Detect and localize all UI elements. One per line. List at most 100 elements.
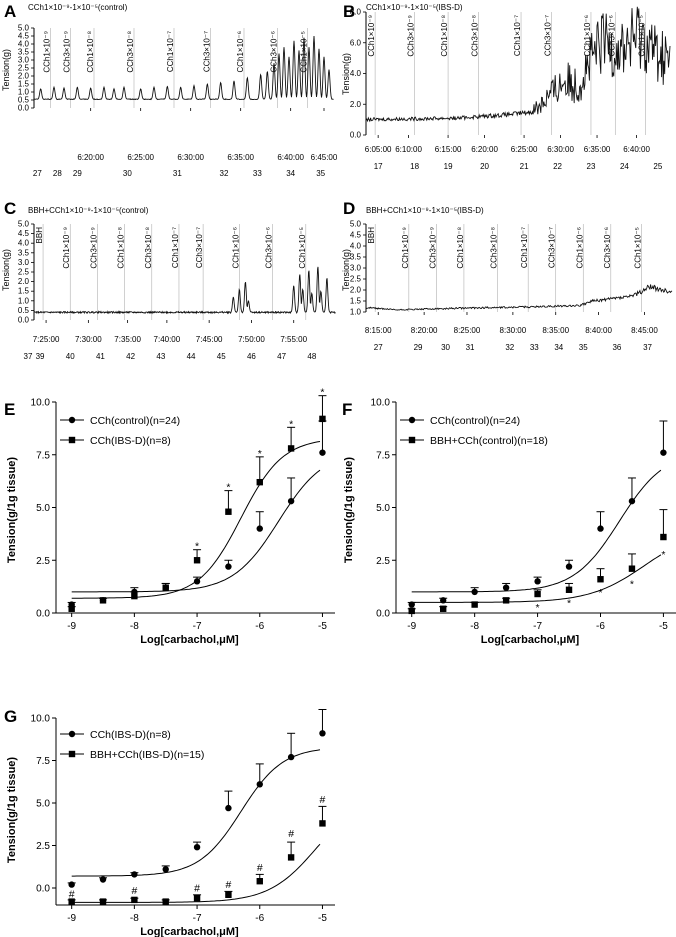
drug-label: CCh3×10⁻⁷ <box>548 227 557 268</box>
drug-label: CCh3×10⁻⁸ <box>470 15 479 57</box>
y-tick-label: 5.0 <box>18 220 30 229</box>
drug-label: CCh1×10⁻⁷ <box>513 15 522 56</box>
y-tick-label: 1.0 <box>350 308 362 317</box>
sample-count: 34 <box>554 343 563 352</box>
y-tick-label: 7.5 <box>36 756 50 767</box>
time-label: 6:30:00 <box>547 145 574 154</box>
time-label: 6:10:00 <box>395 145 422 154</box>
drug-label: CCh3×10⁻⁹ <box>89 227 98 269</box>
significance-mark: * <box>258 448 262 460</box>
drug-label: CCh1×10⁻⁵ <box>298 227 307 269</box>
panel-label-f: F <box>342 400 352 419</box>
time-label: 8:45:00 <box>631 326 658 335</box>
y-tick-label: 2.5 <box>36 841 50 852</box>
x-tick-label: -5 <box>659 621 668 632</box>
data-point-circle <box>131 871 138 878</box>
time-label: 8:20:00 <box>411 326 438 335</box>
panel-e: E 0.0 2.5 5.0 7.5 10.0 -9 -8 -7 -6 -5 Log[carbachol… <box>4 387 335 646</box>
y-tick-label: 7.5 <box>36 450 50 461</box>
drug-label: CCh3×10⁻⁹ <box>407 15 416 57</box>
fit-curve <box>411 554 662 603</box>
data-point-square <box>597 576 604 583</box>
y-tick-label: 2.0 <box>18 277 30 286</box>
y-tick-label: 1.5 <box>18 287 30 296</box>
drug-label: CCh1×10⁻⁹ <box>367 15 376 57</box>
panel-label-e: E <box>4 400 15 419</box>
time-label: 6:35:00 <box>227 153 254 162</box>
drug-label: CCh3×10⁻⁶ <box>269 31 278 73</box>
time-label: 8:25:00 <box>454 326 481 335</box>
sample-count: 18 <box>410 162 419 171</box>
sample-count: 21 <box>520 162 529 171</box>
panel-label-c: C <box>4 199 16 218</box>
y-tick-label: 3.0 <box>350 264 362 273</box>
time-label: 6:40:00 <box>623 145 650 154</box>
drug-label: CCh1×10⁻⁹ <box>62 227 71 269</box>
y-axis-label: Tension(g/1g tissue) <box>6 757 18 863</box>
data-point-square <box>565 586 573 593</box>
panel-g: G 0.0 2.5 5.0 7.5 10.0 -9 -8 -7 -6 -5 Log[carbachol… <box>4 707 335 937</box>
significance-mark: # <box>320 794 326 806</box>
x-tick-label: -9 <box>67 621 76 632</box>
y-tick-label: 3.0 <box>18 56 30 65</box>
data-point-square <box>225 508 232 515</box>
y-tick-label: 0.0 <box>350 131 362 140</box>
legend-label: CCh(control)(n=24) <box>90 415 180 427</box>
y-tick-label: 3.5 <box>18 48 30 57</box>
sample-count: 35 <box>316 169 325 178</box>
sample-count: 34 <box>286 169 295 178</box>
y-tick-label: 3.5 <box>18 248 30 257</box>
significance-mark: # <box>225 879 231 891</box>
sample-count: 30 <box>123 169 132 178</box>
drug-label: CCh1×10⁻⁷ <box>520 227 529 268</box>
sample-count: 31 <box>466 343 475 352</box>
drug-label: CCh3×10⁻⁷ <box>543 15 552 56</box>
y-tick-label: 2.5 <box>18 64 30 73</box>
drug-label: CCh3×10⁻⁷ <box>195 227 204 268</box>
significance-mark: * <box>289 418 293 430</box>
time-label: 7:30:00 <box>75 335 102 344</box>
drug-label: CCh1×10⁻⁸ <box>117 227 126 269</box>
drug-label: CCh3×10⁻⁶ <box>265 227 274 269</box>
time-label: 6:35:00 <box>584 145 611 154</box>
tension-trace <box>34 35 334 101</box>
sample-count: 27 <box>374 343 383 352</box>
sample-count: 42 <box>126 352 135 361</box>
sample-count: 46 <box>247 352 256 361</box>
panel-title-d: BBH+CCh1×10⁻⁹-1×10⁻⁵(IBS-D) <box>366 206 484 215</box>
significance-mark: # <box>288 828 294 840</box>
y-tick-label: 2.5 <box>18 268 30 277</box>
data-point-square <box>131 896 138 904</box>
drug-label: CCh1×10⁻⁸ <box>86 31 95 73</box>
panel-label-d: D <box>343 199 355 218</box>
time-label: 7:40:00 <box>154 335 181 344</box>
legend-label: CCh(IBS-D)(n=8) <box>90 729 171 741</box>
time-label: 7:45:00 <box>196 335 223 344</box>
y-tick-label: 10.0 <box>371 398 391 409</box>
y-tick-label: 3.5 <box>350 253 362 262</box>
y-tick-label: 3.0 <box>18 258 30 267</box>
data-point-square <box>319 415 326 423</box>
y-axis-label: Tension(g/1g tissue) <box>343 457 355 563</box>
tension-trace <box>365 6 671 123</box>
data-point-square <box>99 597 107 604</box>
x-tick-label: -8 <box>470 621 479 632</box>
fit-curve <box>71 441 321 599</box>
time-label: 7:35:00 <box>114 335 141 344</box>
drug-label: CCh1×10⁻⁵ <box>638 15 647 57</box>
sample-count: 37 <box>24 352 33 361</box>
panel-c: C BBH+CCh1×10⁻⁹-1×10⁻⁵(control) 0.00.51.01… <box>1 199 336 361</box>
y-tick-label: 0.0 <box>376 609 390 620</box>
x-tick-label: -8 <box>130 913 139 924</box>
data-point-square <box>660 533 667 541</box>
data-point-square <box>319 820 326 827</box>
significance-mark: * <box>536 602 540 614</box>
sample-count: 44 <box>187 352 196 361</box>
significance-mark: # <box>69 888 75 900</box>
y-tick-label: 5.0 <box>350 220 362 229</box>
sample-count: 32 <box>220 169 229 178</box>
data-point-square <box>256 478 263 486</box>
data-point-square <box>68 898 75 905</box>
sample-count: 47 <box>277 352 286 361</box>
sample-count: 43 <box>156 352 165 361</box>
